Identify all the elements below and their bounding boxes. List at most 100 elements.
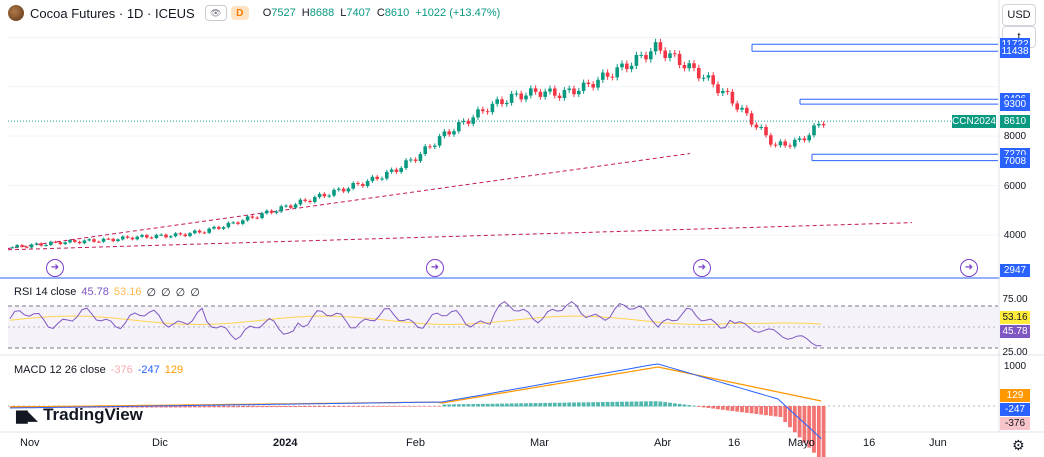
event-arrow-icon[interactable]: ➜	[46, 259, 64, 277]
macd-hist-bar	[380, 406, 384, 407]
candle-body	[298, 199, 303, 205]
macd-hist-bar	[797, 406, 802, 438]
candle-body	[63, 242, 67, 245]
macd-hist-bar	[432, 406, 437, 407]
rsi-legend[interactable]: RSI 14 close 45.78 53.16 ∅ ∅ ∅ ∅	[14, 286, 200, 299]
candle-body	[207, 228, 211, 233]
rsi-extra-value: ∅	[190, 287, 200, 299]
macd-hist-bar	[730, 406, 735, 411]
macd-hist-bar	[624, 401, 629, 407]
tradingview-logo[interactable]: ▆◣ TradingView	[16, 405, 143, 425]
rsi-extra-value: ∅	[161, 287, 171, 299]
macd-hist-bar	[504, 403, 509, 407]
candle-body	[543, 91, 547, 97]
settings-gear-icon[interactable]: ⚙	[1012, 437, 1025, 453]
macd-hist-bar	[461, 404, 466, 407]
candle-body	[668, 53, 672, 59]
rsi-tick-25: 25.00	[1002, 347, 1028, 358]
candle-body	[34, 243, 39, 245]
macd-hist-bar	[428, 406, 432, 407]
trend-line	[7, 222, 913, 251]
macd-hist-bar	[620, 401, 624, 407]
candle-body	[394, 169, 399, 172]
candle-body	[764, 126, 768, 136]
event-arrow-icon[interactable]: ➜	[426, 259, 444, 277]
macd-hist-bar	[720, 406, 725, 410]
macd-hist-bar	[773, 406, 778, 417]
macd-hist-bar	[341, 406, 346, 407]
candle-body	[773, 144, 778, 146]
candle-body	[116, 239, 120, 242]
candle-body	[682, 65, 687, 69]
candle-body	[533, 88, 538, 92]
macd-hist-bar	[308, 406, 312, 407]
candle-body	[677, 53, 682, 66]
event-arrow-icon[interactable]: ➜	[960, 259, 978, 277]
candle-body	[634, 54, 639, 66]
macd-hist-bar	[476, 403, 480, 407]
rsi-line	[9, 300, 822, 347]
candle-body	[577, 90, 581, 95]
macd-line-value: -247	[137, 364, 160, 376]
candle-body	[145, 235, 149, 238]
candle-body	[87, 239, 91, 241]
macd-hist-bar	[480, 403, 485, 407]
eye-icon[interactable]: 👁	[204, 5, 227, 21]
symbol-title[interactable]: Cocoa Futures · 1D · ICEUS	[30, 5, 195, 21]
macd-hist-bar	[816, 406, 821, 457]
macd-hist-bar	[159, 406, 164, 408]
event-arrow-icon[interactable]: ➜	[693, 259, 711, 277]
candle-body	[505, 102, 509, 105]
candle-body	[692, 63, 696, 68]
macd-hist-bar	[528, 403, 533, 407]
macd-hist-bar	[605, 401, 610, 407]
price-level-tag: 2947	[1000, 264, 1030, 277]
macd-hist-bar	[188, 406, 192, 408]
candle-body	[380, 178, 384, 180]
candle-body	[399, 168, 403, 172]
candle-body	[610, 76, 615, 78]
macd-hist-bar	[576, 402, 581, 407]
macd-hist-bar	[164, 406, 168, 408]
macd-hist-bar	[701, 406, 706, 408]
macd-hist-bar	[821, 406, 826, 457]
macd-hist-bar	[183, 406, 188, 408]
candle-body	[317, 193, 322, 198]
candle-body	[572, 88, 576, 95]
candle-body	[591, 84, 595, 88]
candle-body	[553, 88, 557, 96]
macd-hist-bar	[706, 406, 711, 408]
candle-body	[274, 211, 279, 213]
candle-body	[149, 237, 154, 239]
candle-body	[557, 95, 562, 99]
candle-body	[265, 210, 269, 214]
candle-body	[73, 240, 77, 242]
price-level-tag: 7008	[1000, 154, 1030, 168]
macd-hist-bar	[663, 402, 668, 407]
x-tick: 16	[728, 437, 741, 449]
rsi-title: RSI 14 close	[14, 286, 77, 298]
x-tick: 2024	[273, 437, 298, 449]
candle-body	[629, 65, 634, 70]
candle-body	[769, 135, 773, 145]
price-level-tag: 11438	[1000, 45, 1030, 59]
candle-body	[658, 42, 663, 51]
delayed-badge[interactable]: D	[230, 6, 249, 20]
candle-body	[49, 241, 53, 245]
macd-legend[interactable]: MACD 12 26 close -376 -247 129	[14, 364, 183, 376]
macd-hist-bar	[336, 406, 341, 407]
currency-selector[interactable]: USD	[1002, 4, 1036, 26]
candle-body	[481, 109, 485, 112]
macd-hist-bar	[216, 406, 221, 408]
candle-body	[548, 88, 552, 92]
candle-body	[697, 67, 701, 79]
macd-hist-bar	[212, 406, 216, 408]
macd-hist-bar	[644, 401, 648, 407]
candle-body	[68, 240, 72, 243]
candle-body	[327, 195, 331, 197]
macd-hist-bar	[524, 403, 528, 407]
macd-hist-bar	[792, 406, 797, 433]
macd-hist-bar	[466, 404, 471, 407]
macd-hist-bar	[332, 406, 336, 407]
